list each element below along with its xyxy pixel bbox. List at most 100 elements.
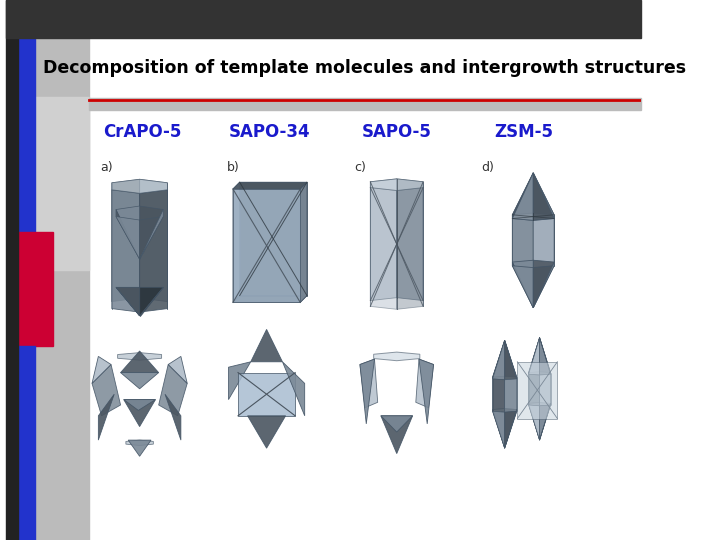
Polygon shape	[528, 374, 539, 406]
Text: c): c)	[354, 161, 366, 174]
Polygon shape	[528, 338, 539, 375]
Text: a): a)	[100, 161, 113, 174]
Polygon shape	[534, 173, 554, 220]
Polygon shape	[381, 416, 413, 432]
Bar	[35, 0, 89, 540]
Polygon shape	[505, 409, 517, 448]
Polygon shape	[534, 173, 554, 215]
Polygon shape	[505, 340, 517, 379]
Polygon shape	[513, 173, 534, 220]
Polygon shape	[228, 362, 251, 400]
Polygon shape	[117, 353, 161, 360]
Bar	[6, 0, 642, 38]
Polygon shape	[505, 340, 517, 380]
Polygon shape	[116, 217, 140, 259]
Polygon shape	[513, 266, 534, 308]
Polygon shape	[233, 182, 307, 189]
Polygon shape	[140, 287, 163, 316]
Polygon shape	[513, 260, 534, 308]
Text: b): b)	[228, 161, 240, 174]
Polygon shape	[397, 187, 423, 309]
Bar	[35, 97, 89, 270]
Polygon shape	[539, 338, 551, 375]
Polygon shape	[116, 210, 140, 259]
Polygon shape	[99, 394, 114, 440]
Polygon shape	[126, 440, 153, 445]
Polygon shape	[240, 182, 307, 295]
Polygon shape	[140, 210, 163, 259]
Polygon shape	[370, 187, 397, 309]
Polygon shape	[248, 416, 286, 448]
Polygon shape	[492, 409, 505, 448]
Polygon shape	[168, 356, 187, 383]
Polygon shape	[360, 359, 374, 424]
Text: Decomposition of template molecules and intergrowth structures: Decomposition of template molecules and …	[43, 58, 687, 77]
Bar	[18, 346, 35, 540]
Polygon shape	[92, 364, 120, 416]
Polygon shape	[120, 373, 158, 389]
Polygon shape	[513, 219, 534, 268]
Polygon shape	[233, 182, 240, 302]
Polygon shape	[112, 179, 140, 301]
Polygon shape	[513, 262, 534, 308]
Polygon shape	[505, 409, 517, 448]
Polygon shape	[397, 179, 423, 301]
Polygon shape	[233, 295, 307, 302]
Polygon shape	[415, 359, 433, 408]
Polygon shape	[505, 411, 517, 448]
Polygon shape	[492, 340, 505, 379]
Polygon shape	[116, 287, 140, 316]
Bar	[89, 98, 642, 110]
Polygon shape	[112, 179, 168, 193]
Polygon shape	[528, 338, 539, 373]
Polygon shape	[140, 217, 163, 259]
Polygon shape	[124, 400, 156, 410]
Polygon shape	[92, 356, 111, 383]
Text: CrAPO-5: CrAPO-5	[104, 123, 182, 141]
Polygon shape	[539, 403, 551, 440]
Polygon shape	[534, 173, 554, 219]
Polygon shape	[116, 287, 140, 316]
Polygon shape	[534, 266, 554, 308]
Polygon shape	[238, 373, 295, 416]
Polygon shape	[360, 359, 378, 408]
Polygon shape	[140, 179, 168, 301]
Text: ZSM-5: ZSM-5	[494, 123, 553, 141]
Polygon shape	[528, 403, 539, 440]
Polygon shape	[492, 409, 505, 448]
Polygon shape	[251, 329, 282, 362]
Text: d): d)	[481, 161, 494, 174]
Polygon shape	[505, 376, 517, 409]
Polygon shape	[505, 379, 517, 412]
Polygon shape	[534, 260, 554, 308]
Polygon shape	[539, 338, 551, 373]
Polygon shape	[492, 376, 505, 409]
Polygon shape	[528, 372, 539, 403]
Polygon shape	[539, 372, 551, 403]
Polygon shape	[165, 394, 181, 440]
Text: SAPO-5: SAPO-5	[362, 123, 432, 141]
Polygon shape	[528, 405, 539, 440]
Polygon shape	[128, 440, 151, 456]
Polygon shape	[505, 340, 517, 377]
Polygon shape	[419, 359, 433, 424]
Text: SAPO-34: SAPO-34	[229, 123, 310, 141]
Polygon shape	[112, 190, 140, 312]
Polygon shape	[513, 173, 534, 215]
Polygon shape	[539, 403, 551, 440]
Polygon shape	[528, 338, 539, 374]
Polygon shape	[374, 352, 420, 361]
Polygon shape	[116, 206, 140, 259]
Polygon shape	[158, 364, 187, 416]
Polygon shape	[124, 400, 156, 427]
Polygon shape	[381, 416, 413, 454]
Polygon shape	[140, 287, 163, 316]
Bar	[6, 0, 18, 540]
Polygon shape	[539, 338, 551, 374]
Polygon shape	[120, 351, 158, 373]
Polygon shape	[534, 219, 554, 268]
Polygon shape	[116, 287, 140, 316]
Polygon shape	[140, 287, 163, 316]
Polygon shape	[492, 411, 505, 448]
Polygon shape	[492, 379, 505, 412]
